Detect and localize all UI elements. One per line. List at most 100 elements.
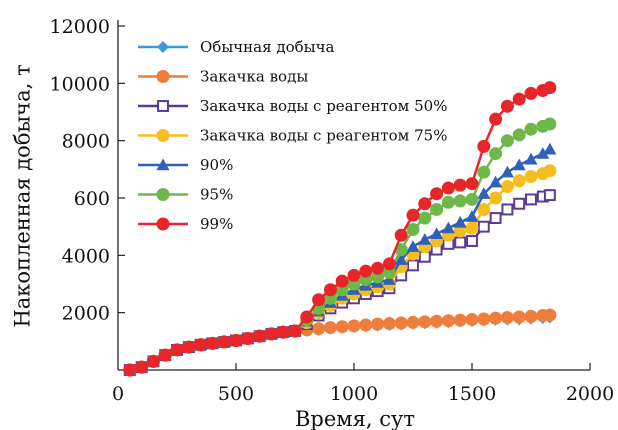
- legend-label: Закачка воды с реагентом 75%: [200, 127, 447, 145]
- data-point: [489, 191, 503, 205]
- legend-item: Закачка воды с реагентом 75%: [138, 127, 447, 145]
- data-point: [524, 170, 538, 183]
- data-point: [441, 181, 455, 195]
- data-point: [441, 195, 455, 209]
- data-point: [543, 117, 557, 131]
- data-point: [312, 322, 326, 336]
- data-point: [418, 197, 432, 211]
- data-point: [441, 221, 455, 234]
- data-point: [536, 147, 550, 159]
- data-point: [217, 335, 231, 349]
- data-point: [347, 268, 361, 282]
- legend-item: 95%: [138, 186, 233, 204]
- data-point: [323, 321, 337, 335]
- data-point: [454, 236, 467, 249]
- data-point: [465, 313, 479, 327]
- y-tick-label: 10000: [50, 73, 110, 95]
- legend-label: 90%: [200, 156, 233, 174]
- legend-item: 90%: [138, 156, 233, 174]
- data-point: [418, 233, 432, 245]
- data-point: [359, 264, 373, 278]
- data-point: [500, 134, 514, 148]
- legend-item: Закачка воды: [138, 68, 308, 86]
- data-point: [312, 293, 326, 307]
- data-point: [501, 203, 514, 216]
- data-point: [371, 261, 385, 275]
- legend-item: Обычная добыча: [138, 38, 335, 56]
- legend-swatch-marker: [156, 188, 170, 201]
- data-point: [512, 92, 526, 106]
- data-point: [288, 324, 302, 338]
- y-tick-label: 8000: [62, 131, 110, 153]
- data-point: [453, 224, 467, 238]
- data-point: [394, 316, 408, 330]
- data-point: [146, 354, 160, 368]
- data-point: [543, 308, 557, 322]
- data-point: [123, 363, 137, 377]
- data-point: [465, 210, 479, 222]
- x-tick-label: 2000: [566, 383, 614, 405]
- legend-swatch-marker: [156, 217, 170, 231]
- data-point: [512, 128, 526, 142]
- data-point: [512, 310, 526, 324]
- data-point: [382, 257, 396, 271]
- data-point: [430, 187, 444, 201]
- data-point: [394, 228, 408, 242]
- y-axis-title: Накопленная добыча, т: [11, 64, 35, 327]
- data-point: [382, 273, 396, 285]
- data-point: [489, 311, 503, 325]
- data-point: [407, 259, 419, 272]
- data-point: [477, 187, 491, 199]
- data-point: [182, 340, 196, 354]
- data-point: [543, 164, 557, 178]
- data-point: [430, 202, 444, 216]
- data-point: [170, 343, 184, 357]
- data-point: [512, 158, 526, 171]
- data-point: [489, 112, 503, 126]
- legend-label: 99%: [200, 215, 233, 233]
- data-point: [158, 348, 172, 362]
- data-point: [489, 175, 503, 188]
- data-point: [430, 227, 444, 240]
- x-tick-label: 1000: [330, 383, 378, 405]
- data-point: [477, 202, 491, 216]
- data-point: [371, 317, 385, 331]
- data-point: [489, 147, 503, 161]
- series-5: [123, 142, 557, 376]
- legend-swatch-marker: [156, 158, 170, 171]
- x-tick-label: 1500: [448, 383, 496, 405]
- legend-swatch-marker: [156, 70, 170, 83]
- data-point: [513, 197, 526, 210]
- legend: Обычная добыча Закачка воды Закачка воды с…: [138, 38, 447, 233]
- data-point: [394, 253, 408, 265]
- data-point: [453, 194, 467, 208]
- data-point: [359, 318, 373, 332]
- x-tick-label: 500: [218, 383, 254, 405]
- legend-swatch-marker: [156, 129, 170, 142]
- data-point: [465, 177, 479, 191]
- series-line: [129, 169, 551, 372]
- data-point: [489, 212, 502, 225]
- data-point: [418, 250, 431, 263]
- data-point: [264, 327, 278, 341]
- data-point: [500, 99, 514, 113]
- data-point: [500, 311, 514, 325]
- data-point: [465, 221, 479, 235]
- data-point: [512, 174, 526, 188]
- data-point: [543, 81, 557, 95]
- data-point: [465, 192, 479, 206]
- series-line: [129, 122, 551, 372]
- data-point: [406, 315, 420, 329]
- x-axis-title: Время, сут: [295, 407, 415, 430]
- data-point: [241, 331, 255, 345]
- data-point: [335, 320, 349, 334]
- data-point: [524, 122, 538, 136]
- data-point: [418, 315, 432, 329]
- legend-item: Закачка воды с реагентом 50%: [138, 97, 447, 115]
- data-point: [453, 313, 467, 327]
- data-point: [524, 309, 538, 323]
- legend-label: 95%: [200, 186, 233, 204]
- legend-label: Обычная добыча: [200, 38, 335, 56]
- data-point: [477, 139, 491, 153]
- data-point: [441, 314, 455, 328]
